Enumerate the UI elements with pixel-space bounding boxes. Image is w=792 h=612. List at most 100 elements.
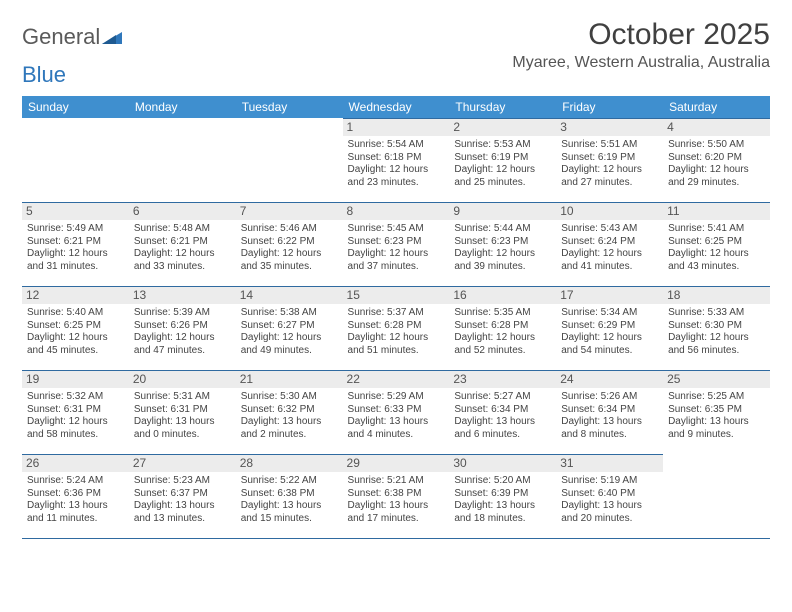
calendar-cell: 2Sunrise: 5:53 AMSunset: 6:19 PMDaylight… bbox=[449, 118, 556, 202]
day-number: 11 bbox=[663, 202, 770, 220]
day-header: Thursday bbox=[449, 96, 556, 118]
day-number: 2 bbox=[449, 118, 556, 136]
day-header: Tuesday bbox=[236, 96, 343, 118]
brand-part1: General bbox=[22, 24, 100, 50]
day-info: Sunrise: 5:44 AMSunset: 6:23 PMDaylight:… bbox=[454, 223, 551, 273]
day-info: Sunrise: 5:26 AMSunset: 6:34 PMDaylight:… bbox=[561, 391, 658, 441]
day-number: 6 bbox=[129, 202, 236, 220]
day-info: Sunrise: 5:23 AMSunset: 6:37 PMDaylight:… bbox=[134, 475, 231, 525]
calendar-cell: 23 Sunrise: 5:27 AMSunset: 6:34 PMDayligh… bbox=[449, 370, 556, 454]
day-number: 23 bbox=[449, 370, 556, 388]
calendar-cell: 15Sunrise: 5:37 AMSunset: 6:28 PMDayligh… bbox=[343, 286, 450, 370]
calendar-cell: 30 Sunrise: 5:20 AMSunset: 6:39 PMDayligh… bbox=[449, 454, 556, 538]
day-header: Wednesday bbox=[343, 96, 450, 118]
calendar-cell: 13 Sunrise: 5:39 AMSunset: 6:26 PMDayligh… bbox=[129, 286, 236, 370]
day-info: Sunrise: 5:49 AMSunset: 6:21 PMDaylight:… bbox=[27, 223, 124, 273]
calendar-cell: 8Sunrise: 5:45 AMSunset: 6:23 PMDaylight… bbox=[343, 202, 450, 286]
day-info: Sunrise: 5:33 AMSunset: 6:30 PMDaylight:… bbox=[668, 307, 765, 357]
day-number: 19 bbox=[22, 370, 129, 388]
calendar-cell: 28 Sunrise: 5:22 AMSunset: 6:38 PMDayligh… bbox=[236, 454, 343, 538]
day-info: Sunrise: 5:51 AMSunset: 6:19 PMDaylight:… bbox=[561, 139, 658, 189]
day-number: 15 bbox=[343, 286, 450, 304]
day-info: Sunrise: 5:50 AMSunset: 6:20 PMDaylight:… bbox=[668, 139, 765, 189]
calendar-week: 19 Sunrise: 5:32 AMSunset: 6:31 PMDayligh… bbox=[22, 370, 770, 454]
calendar-cell bbox=[236, 118, 343, 202]
calendar-cell: 31Sunrise: 5:19 AMSunset: 6:40 PMDayligh… bbox=[556, 454, 663, 538]
day-info: Sunrise: 5:38 AMSunset: 6:27 PMDaylight:… bbox=[241, 307, 338, 357]
calendar-cell bbox=[22, 118, 129, 202]
day-header-row: SundayMondayTuesdayWednesdayThursdayFrid… bbox=[22, 96, 770, 118]
calendar-week: 5 Sunrise: 5:49 AMSunset: 6:21 PMDaylight… bbox=[22, 202, 770, 286]
day-info: Sunrise: 5:40 AMSunset: 6:25 PMDaylight:… bbox=[27, 307, 124, 357]
day-number: 20 bbox=[129, 370, 236, 388]
logo-triangle-icon bbox=[102, 24, 122, 50]
day-info: Sunrise: 5:32 AMSunset: 6:31 PMDaylight:… bbox=[27, 391, 124, 441]
day-number: 21 bbox=[236, 370, 343, 388]
day-info: Sunrise: 5:43 AMSunset: 6:24 PMDaylight:… bbox=[561, 223, 658, 273]
calendar-cell: 12 Sunrise: 5:40 AMSunset: 6:25 PMDayligh… bbox=[22, 286, 129, 370]
calendar-cell: 5 Sunrise: 5:49 AMSunset: 6:21 PMDaylight… bbox=[22, 202, 129, 286]
day-info: Sunrise: 5:39 AMSunset: 6:26 PMDaylight:… bbox=[134, 307, 231, 357]
day-number: 29 bbox=[343, 454, 450, 472]
day-number: 17 bbox=[556, 286, 663, 304]
title-block: October 2025 Myaree, Western Australia, … bbox=[512, 18, 770, 72]
month-title: October 2025 bbox=[512, 18, 770, 52]
calendar-cell: 17 Sunrise: 5:34 AMSunset: 6:29 PMDayligh… bbox=[556, 286, 663, 370]
day-number: 5 bbox=[22, 202, 129, 220]
day-info: Sunrise: 5:30 AMSunset: 6:32 PMDaylight:… bbox=[241, 391, 338, 441]
calendar-cell: 18Sunrise: 5:33 AMSunset: 6:30 PMDayligh… bbox=[663, 286, 770, 370]
day-number: 4 bbox=[663, 118, 770, 136]
day-number: 27 bbox=[129, 454, 236, 472]
calendar-table: SundayMondayTuesdayWednesdayThursdayFrid… bbox=[22, 96, 770, 539]
calendar-cell: 16 Sunrise: 5:35 AMSunset: 6:28 PMDayligh… bbox=[449, 286, 556, 370]
day-info: Sunrise: 5:46 AMSunset: 6:22 PMDaylight:… bbox=[241, 223, 338, 273]
day-info: Sunrise: 5:27 AMSunset: 6:34 PMDaylight:… bbox=[454, 391, 551, 441]
day-number: 7 bbox=[236, 202, 343, 220]
day-number: 22 bbox=[343, 370, 450, 388]
calendar-cell: 9 Sunrise: 5:44 AMSunset: 6:23 PMDaylight… bbox=[449, 202, 556, 286]
day-number: 12 bbox=[22, 286, 129, 304]
day-info: Sunrise: 5:20 AMSunset: 6:39 PMDaylight:… bbox=[454, 475, 551, 525]
brand-logo: General bbox=[22, 18, 124, 50]
calendar-cell: 21 Sunrise: 5:30 AMSunset: 6:32 PMDayligh… bbox=[236, 370, 343, 454]
day-number: 13 bbox=[129, 286, 236, 304]
day-info: Sunrise: 5:34 AMSunset: 6:29 PMDaylight:… bbox=[561, 307, 658, 357]
day-number: 28 bbox=[236, 454, 343, 472]
calendar-header: SundayMondayTuesdayWednesdayThursdayFrid… bbox=[22, 96, 770, 118]
day-header: Saturday bbox=[663, 96, 770, 118]
calendar-cell: 3 Sunrise: 5:51 AMSunset: 6:19 PMDaylight… bbox=[556, 118, 663, 202]
calendar-cell: 4 Sunrise: 5:50 AMSunset: 6:20 PMDaylight… bbox=[663, 118, 770, 202]
calendar-cell: 14Sunrise: 5:38 AMSunset: 6:27 PMDayligh… bbox=[236, 286, 343, 370]
day-info: Sunrise: 5:29 AMSunset: 6:33 PMDaylight:… bbox=[348, 391, 445, 441]
day-number: 1 bbox=[343, 118, 450, 136]
calendar-cell: 27 Sunrise: 5:23 AMSunset: 6:37 PMDayligh… bbox=[129, 454, 236, 538]
day-info: Sunrise: 5:35 AMSunset: 6:28 PMDaylight:… bbox=[454, 307, 551, 357]
day-number: 16 bbox=[449, 286, 556, 304]
day-info: Sunrise: 5:22 AMSunset: 6:38 PMDaylight:… bbox=[241, 475, 338, 525]
day-header: Monday bbox=[129, 96, 236, 118]
day-number: 9 bbox=[449, 202, 556, 220]
calendar-cell: 25Sunrise: 5:25 AMSunset: 6:35 PMDayligh… bbox=[663, 370, 770, 454]
calendar-cell: 1Sunrise: 5:54 AMSunset: 6:18 PMDaylight… bbox=[343, 118, 450, 202]
calendar-page: General October 2025 Myaree, Western Aus… bbox=[0, 0, 792, 539]
day-info: Sunrise: 5:24 AMSunset: 6:36 PMDaylight:… bbox=[27, 475, 124, 525]
calendar-cell: 22 Sunrise: 5:29 AMSunset: 6:33 PMDayligh… bbox=[343, 370, 450, 454]
day-info: Sunrise: 5:45 AMSunset: 6:23 PMDaylight:… bbox=[348, 223, 445, 273]
location-text: Myaree, Western Australia, Australia bbox=[512, 54, 770, 72]
day-info: Sunrise: 5:48 AMSunset: 6:21 PMDaylight:… bbox=[134, 223, 231, 273]
day-info: Sunrise: 5:41 AMSunset: 6:25 PMDaylight:… bbox=[668, 223, 765, 273]
calendar-cell: 7 Sunrise: 5:46 AMSunset: 6:22 PMDaylight… bbox=[236, 202, 343, 286]
calendar-cell: 6 Sunrise: 5:48 AMSunset: 6:21 PMDaylight… bbox=[129, 202, 236, 286]
calendar-cell bbox=[129, 118, 236, 202]
calendar-week: 12 Sunrise: 5:40 AMSunset: 6:25 PMDayligh… bbox=[22, 286, 770, 370]
day-number: 3 bbox=[556, 118, 663, 136]
calendar-cell: 24 Sunrise: 5:26 AMSunset: 6:34 PMDayligh… bbox=[556, 370, 663, 454]
calendar-cell bbox=[663, 454, 770, 538]
day-number: 30 bbox=[449, 454, 556, 472]
day-header: Sunday bbox=[22, 96, 129, 118]
day-info: Sunrise: 5:21 AMSunset: 6:38 PMDaylight:… bbox=[348, 475, 445, 525]
day-number: 31 bbox=[556, 454, 663, 472]
brand-part2: Blue bbox=[22, 62, 66, 88]
day-number: 24 bbox=[556, 370, 663, 388]
day-info: Sunrise: 5:25 AMSunset: 6:35 PMDaylight:… bbox=[668, 391, 765, 441]
